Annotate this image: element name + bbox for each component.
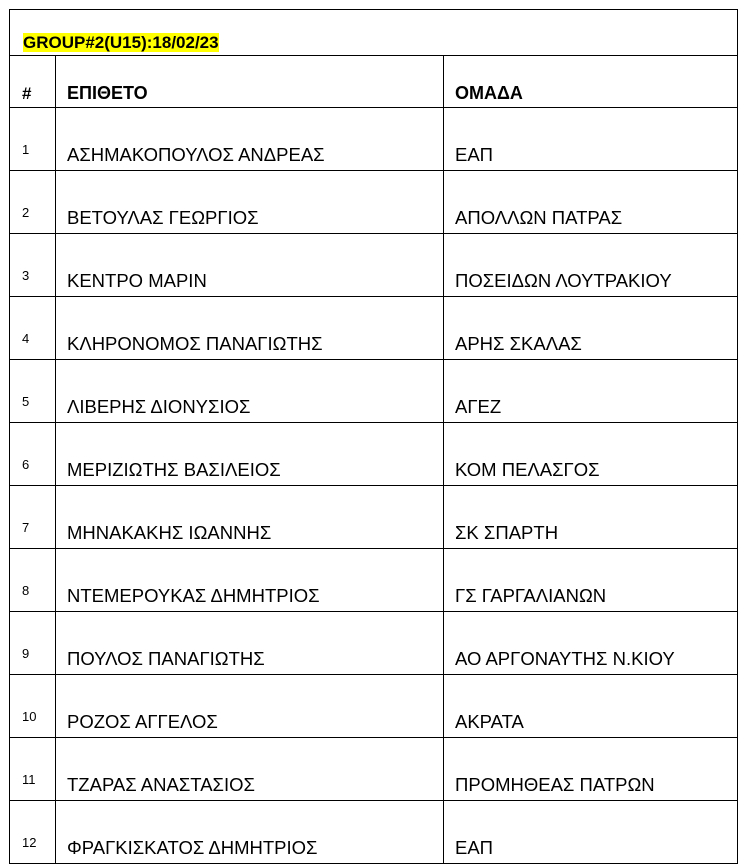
player-name: ΚΛΗΡΟΝΟΜΟΣ ΠΑΝΑΓΙΩΤΗΣ [55,296,444,360]
title-row: GROUP#2(U15):18/02/23 [9,9,738,56]
team-name: ΠΟΣΕΙΔΩΝ ΛΟΥΤΡΑΚΙΟΥ [443,233,738,297]
title-cell: GROUP#2(U15):18/02/23 [9,9,738,56]
player-name: ΝΤΕΜΕΡΟΥΚΑΣ ΔΗΜΗΤΡΙΟΣ [55,548,444,612]
row-number: 4 [9,296,56,360]
team-name: ΓΣ ΓΑΡΓΑΛΙΑΝΩΝ [443,548,738,612]
table-row: 5 ΛΙΒΕΡΗΣ ΔΙΟΝΥΣΙΟΣ ΑΓΕΖ [9,359,738,423]
player-name: ΠΟΥΛΟΣ ΠΑΝΑΓΙΩΤΗΣ [55,611,444,675]
player-name: ΤΖΑΡΑΣ ΑΝΑΣΤΑΣΙΟΣ [55,737,444,801]
row-number: 6 [9,422,56,486]
player-name: ΑΣΗΜΑΚΟΠΟΥΛΟΣ ΑΝΔΡΕΑΣ [55,107,444,171]
team-name: ΑΓΕΖ [443,359,738,423]
row-number: 5 [9,359,56,423]
table-row: 9 ΠΟΥΛΟΣ ΠΑΝΑΓΙΩΤΗΣ ΑΟ ΑΡΓΟΝΑΥΤΗΣ Ν.ΚΙΟΥ [9,611,738,675]
player-name: ΜΗΝΑΚΑΚΗΣ ΙΩΑΝΝΗΣ [55,485,444,549]
table-row: 8 ΝΤΕΜΕΡΟΥΚΑΣ ΔΗΜΗΤΡΙΟΣ ΓΣ ΓΑΡΓΑΛΙΑΝΩΝ [9,548,738,612]
team-name: ΣΚ ΣΠΑΡΤΗ [443,485,738,549]
table-row: 6 ΜΕΡΙΖΙΩΤΗΣ ΒΑΣΙΛΕΙΟΣ ΚΟΜ ΠΕΛΑΣΓΟΣ [9,422,738,486]
group-title: GROUP#2(U15):18/02/23 [23,33,219,52]
table-row: 4 ΚΛΗΡΟΝΟΜΟΣ ΠΑΝΑΓΙΩΤΗΣ ΑΡΗΣ ΣΚΑΛΑΣ [9,296,738,360]
team-name: ΕΑΠ [443,107,738,171]
team-name: ΑΚΡΑΤΑ [443,674,738,738]
row-number: 2 [9,170,56,234]
table-row: 1 ΑΣΗΜΑΚΟΠΟΥΛΟΣ ΑΝΔΡΕΑΣ ΕΑΠ [9,107,738,171]
table-row: 11 ΤΖΑΡΑΣ ΑΝΑΣΤΑΣΙΟΣ ΠΡΟΜΗΘΕΑΣ ΠΑΤΡΩΝ [9,737,738,801]
player-name: ΒΕΤΟΥΛΑΣ ΓΕΩΡΓΙΟΣ [55,170,444,234]
row-number: 1 [9,107,56,171]
row-number: 3 [9,233,56,297]
row-number: 8 [9,548,56,612]
team-name: ΑΠΟΛΛΩΝ ΠΑΤΡΑΣ [443,170,738,234]
row-number: 7 [9,485,56,549]
team-name: ΑΟ ΑΡΓΟΝΑΥΤΗΣ Ν.ΚΙΟΥ [443,611,738,675]
team-name: ΚΟΜ ΠΕΛΑΣΓΟΣ [443,422,738,486]
player-name: ΦΡΑΓΚΙΣΚΑΤΟΣ ΔΗΜΗΤΡΙΟΣ [55,800,444,864]
player-name: ΚΕΝΤΡΟ ΜΑΡΙΝ [55,233,444,297]
header-row: # ΕΠΙΘΕΤΟ ΟΜΑΔΑ [9,55,738,108]
row-number: 9 [9,611,56,675]
table-row: 10 ΡΟΖΟΣ ΑΓΓΕΛΟΣ ΑΚΡΑΤΑ [9,674,738,738]
row-number: 10 [9,674,56,738]
table-row: 3 ΚΕΝΤΡΟ ΜΑΡΙΝ ΠΟΣΕΙΔΩΝ ΛΟΥΤΡΑΚΙΟΥ [9,233,738,297]
table-row: 12 ΦΡΑΓΚΙΣΚΑΤΟΣ ΔΗΜΗΤΡΙΟΣ ΕΑΠ [9,800,738,864]
header-number: # [9,55,56,108]
player-name: ΜΕΡΙΖΙΩΤΗΣ ΒΑΣΙΛΕΙΟΣ [55,422,444,486]
header-surname: ΕΠΙΘΕΤΟ [55,55,444,108]
row-number: 11 [9,737,56,801]
table-row: 7 ΜΗΝΑΚΑΚΗΣ ΙΩΑΝΝΗΣ ΣΚ ΣΠΑΡΤΗ [9,485,738,549]
team-name: ΑΡΗΣ ΣΚΑΛΑΣ [443,296,738,360]
team-name: ΠΡΟΜΗΘΕΑΣ ΠΑΤΡΩΝ [443,737,738,801]
row-number: 12 [9,800,56,864]
player-name: ΡΟΖΟΣ ΑΓΓΕΛΟΣ [55,674,444,738]
header-team: ΟΜΑΔΑ [443,55,738,108]
player-name: ΛΙΒΕΡΗΣ ΔΙΟΝΥΣΙΟΣ [55,359,444,423]
team-name: ΕΑΠ [443,800,738,864]
table-row: 2 ΒΕΤΟΥΛΑΣ ΓΕΩΡΓΙΟΣ ΑΠΟΛΛΩΝ ΠΑΤΡΑΣ [9,170,738,234]
